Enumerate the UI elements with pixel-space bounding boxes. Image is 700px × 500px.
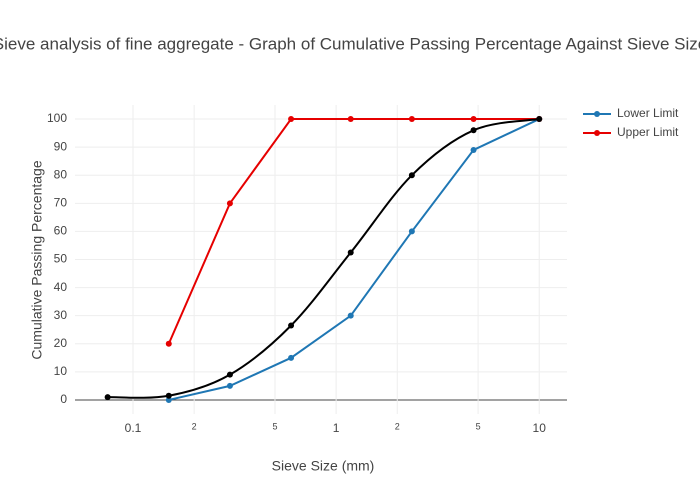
data-point (165, 392, 172, 399)
y-tick-label: 70 (54, 195, 68, 209)
chart-title: Sieve analysis of fine aggregate - Graph… (0, 34, 700, 53)
data-point (408, 116, 415, 123)
data-point (347, 312, 354, 319)
x-tick-label: 1 (333, 421, 340, 435)
y-tick-label: 20 (54, 336, 68, 350)
data-point (347, 249, 354, 256)
y-tick-label: 0 (60, 392, 67, 406)
data-point (536, 116, 543, 123)
y-tick-label: 10 (54, 364, 68, 378)
y-tick-label: 50 (54, 252, 68, 266)
y-tick-label: 80 (54, 167, 68, 181)
y-axis-title: Cumulative Passing Percentage (29, 160, 45, 359)
x-tick-label: 10 (533, 421, 547, 435)
y-tick-label: 60 (54, 224, 68, 238)
data-point (408, 172, 415, 179)
x-tick-label: 0.1 (125, 421, 142, 435)
data-point (347, 116, 354, 123)
data-point (104, 394, 111, 401)
y-tick-label: 30 (54, 308, 68, 322)
data-point (470, 146, 477, 153)
y-tick-label: 90 (54, 139, 68, 153)
data-point (408, 228, 415, 235)
legend-label: Lower Limit (617, 106, 679, 120)
y-tick-label: 100 (47, 111, 67, 125)
x-tick-label: 2 (395, 421, 400, 431)
x-tick-label: 2 (192, 421, 197, 431)
legend-label: Upper Limit (617, 125, 679, 139)
x-tick-label: 5 (476, 421, 481, 431)
data-point (165, 340, 172, 347)
y-tick-label: 40 (54, 280, 68, 294)
data-point (226, 371, 233, 378)
x-axis-title: Sieve Size (mm) (272, 458, 375, 474)
legend-swatch (594, 130, 600, 136)
series-line (107, 118, 540, 399)
data-point (165, 396, 172, 403)
data-point (288, 116, 295, 123)
data-point (226, 382, 233, 389)
data-point (288, 354, 295, 361)
data-point (470, 127, 477, 134)
x-tick-label: 5 (272, 421, 277, 431)
legend-swatch (594, 111, 600, 117)
data-point (288, 322, 295, 329)
data-point (470, 116, 477, 123)
data-point (226, 200, 233, 207)
